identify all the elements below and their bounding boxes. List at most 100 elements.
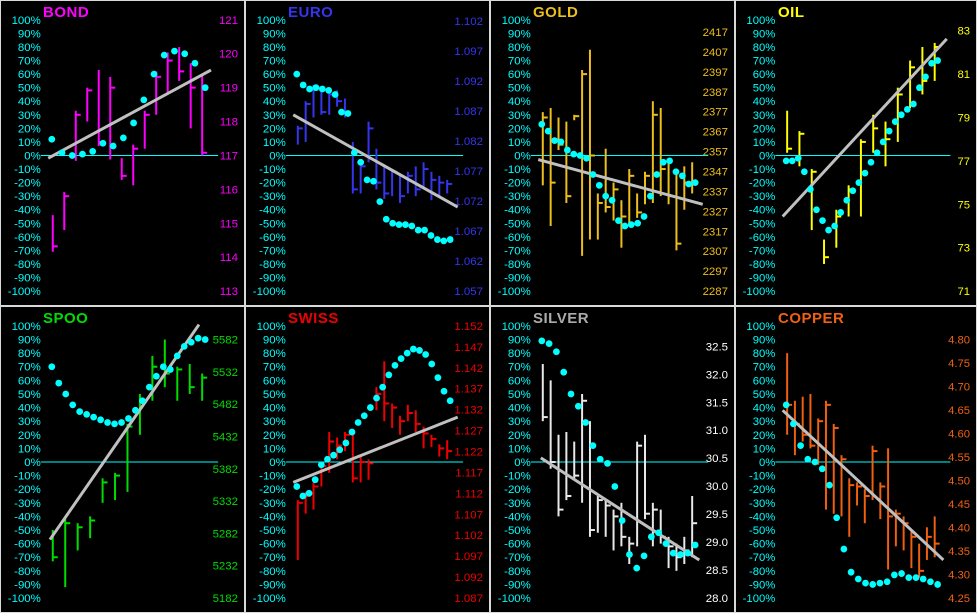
panel-swiss: 100% 90% 80% 70% 60% 50% 40% 30% 20% 10% 0% -10% -20… <box>245 306 490 613</box>
svg-text:-100%: -100% <box>743 286 776 298</box>
svg-text:-40%: -40% <box>504 511 531 523</box>
svg-text:100%: 100% <box>257 15 286 27</box>
svg-text:117: 117 <box>220 150 238 162</box>
silver-plot: 100% 90%80% 70%60% 50% 40%30% 20%10% 0% -10%-20… <box>498 321 728 605</box>
svg-text:80%: 80% <box>508 348 531 360</box>
svg-text:115: 115 <box>220 218 238 230</box>
svg-text:40%: 40% <box>18 403 41 415</box>
svg-text:-70%: -70% <box>749 245 775 257</box>
svg-text:-80%: -80% <box>504 566 531 578</box>
svg-text:4.60: 4.60 <box>948 428 970 440</box>
svg-text:50%: 50% <box>263 389 286 401</box>
gold-plot: 100%90% 80% 70%60% 50%40% 30%20% 10%0% -10% -20… <box>498 15 728 298</box>
svg-text:1.102: 1.102 <box>454 530 483 542</box>
svg-text:-70%: -70% <box>504 552 531 564</box>
svg-text:40%: 40% <box>508 403 531 415</box>
svg-text:-20%: -20% <box>259 178 286 190</box>
svg-text:90%: 90% <box>263 28 286 40</box>
swiss-title: SWISS <box>288 310 339 327</box>
svg-text:4.35: 4.35 <box>948 546 970 558</box>
svg-text:20%: 20% <box>508 123 531 135</box>
svg-text:90%: 90% <box>263 335 286 347</box>
svg-text:2317: 2317 <box>703 226 728 238</box>
panel-gold: 100% 90% 80% 70% 60% 50% 40% 30% 20% 10% 0% -10% -20… <box>490 0 735 306</box>
svg-text:1.122: 1.122 <box>454 447 483 459</box>
svg-text:90%: 90% <box>18 28 41 40</box>
svg-text:5432: 5432 <box>213 431 238 443</box>
svg-text:-50%: -50% <box>14 525 41 537</box>
svg-text:-20%: -20% <box>749 484 775 496</box>
svg-text:80%: 80% <box>18 348 41 360</box>
svg-text:4.50: 4.50 <box>948 475 970 487</box>
svg-text:2327: 2327 <box>703 206 728 218</box>
silver-title: SILVER <box>533 310 590 327</box>
svg-text:4.30: 4.30 <box>948 569 970 581</box>
svg-text:1.087: 1.087 <box>454 593 483 605</box>
svg-text:1.082: 1.082 <box>454 136 483 148</box>
svg-text:20%: 20% <box>18 430 41 442</box>
svg-text:4.55: 4.55 <box>948 452 970 464</box>
copper-title: COPPER <box>778 310 845 327</box>
svg-text:4.40: 4.40 <box>948 522 970 534</box>
svg-text:-40%: -40% <box>14 205 41 217</box>
svg-text:1.092: 1.092 <box>454 572 483 584</box>
svg-text:-60%: -60% <box>504 539 531 551</box>
svg-text:79: 79 <box>958 112 971 124</box>
svg-text:20%: 20% <box>753 430 776 442</box>
svg-text:80%: 80% <box>263 348 286 360</box>
svg-text:-20%: -20% <box>14 178 41 190</box>
svg-text:40%: 40% <box>263 403 286 415</box>
svg-text:-30%: -30% <box>749 498 775 510</box>
svg-text:1.102: 1.102 <box>454 16 483 28</box>
gold-title: GOLD <box>533 4 579 21</box>
svg-text:-30%: -30% <box>259 498 286 510</box>
svg-text:-70%: -70% <box>749 552 775 564</box>
svg-text:-60%: -60% <box>749 232 775 244</box>
svg-text:70%: 70% <box>18 362 41 374</box>
svg-text:10%: 10% <box>263 443 286 455</box>
svg-text:5382: 5382 <box>213 464 238 476</box>
svg-text:-50%: -50% <box>504 525 531 537</box>
svg-text:90%: 90% <box>508 335 531 347</box>
svg-text:-40%: -40% <box>259 205 286 217</box>
svg-text:50%: 50% <box>18 389 41 401</box>
svg-text:-40%: -40% <box>259 511 286 523</box>
svg-text:5482: 5482 <box>213 399 238 411</box>
svg-text:100%: 100% <box>746 15 775 27</box>
svg-text:121: 121 <box>219 15 238 27</box>
bond-title: BOND <box>43 4 90 21</box>
svg-text:-20%: -20% <box>259 484 286 496</box>
svg-text:81: 81 <box>958 69 971 81</box>
svg-text:1.072: 1.072 <box>454 196 483 208</box>
svg-text:20%: 20% <box>263 123 286 135</box>
svg-text:20%: 20% <box>508 430 531 442</box>
svg-text:70%: 70% <box>18 56 41 68</box>
svg-text:-70%: -70% <box>259 245 286 257</box>
svg-text:0%: 0% <box>269 457 286 469</box>
svg-text:0%: 0% <box>24 150 41 162</box>
svg-text:60%: 60% <box>753 375 776 387</box>
svg-text:1.092: 1.092 <box>454 76 483 88</box>
svg-text:-80%: -80% <box>259 566 286 578</box>
svg-text:1.127: 1.127 <box>454 426 483 438</box>
svg-text:10%: 10% <box>508 443 531 455</box>
svg-text:-30%: -30% <box>259 191 286 203</box>
copper-plot: 100%90% 80% 70%60% 50%40% 30% 20%10% 0% -10%-20… <box>743 321 970 605</box>
svg-text:1.142: 1.142 <box>454 363 483 375</box>
svg-text:60%: 60% <box>508 375 531 387</box>
svg-text:-20%: -20% <box>504 178 531 190</box>
svg-text:1.112: 1.112 <box>455 488 483 500</box>
svg-text:0%: 0% <box>514 150 531 162</box>
svg-text:10%: 10% <box>508 137 531 149</box>
svg-text:28.5: 28.5 <box>706 565 728 577</box>
svg-text:-50%: -50% <box>749 525 775 537</box>
svg-text:1.087: 1.087 <box>454 106 483 118</box>
svg-text:40%: 40% <box>508 96 531 108</box>
svg-text:1.117: 1.117 <box>455 467 483 479</box>
svg-text:-30%: -30% <box>504 191 531 203</box>
svg-text:80%: 80% <box>18 42 41 54</box>
svg-text:-80%: -80% <box>749 259 775 271</box>
svg-text:2357: 2357 <box>703 147 728 159</box>
svg-text:-60%: -60% <box>504 232 531 244</box>
